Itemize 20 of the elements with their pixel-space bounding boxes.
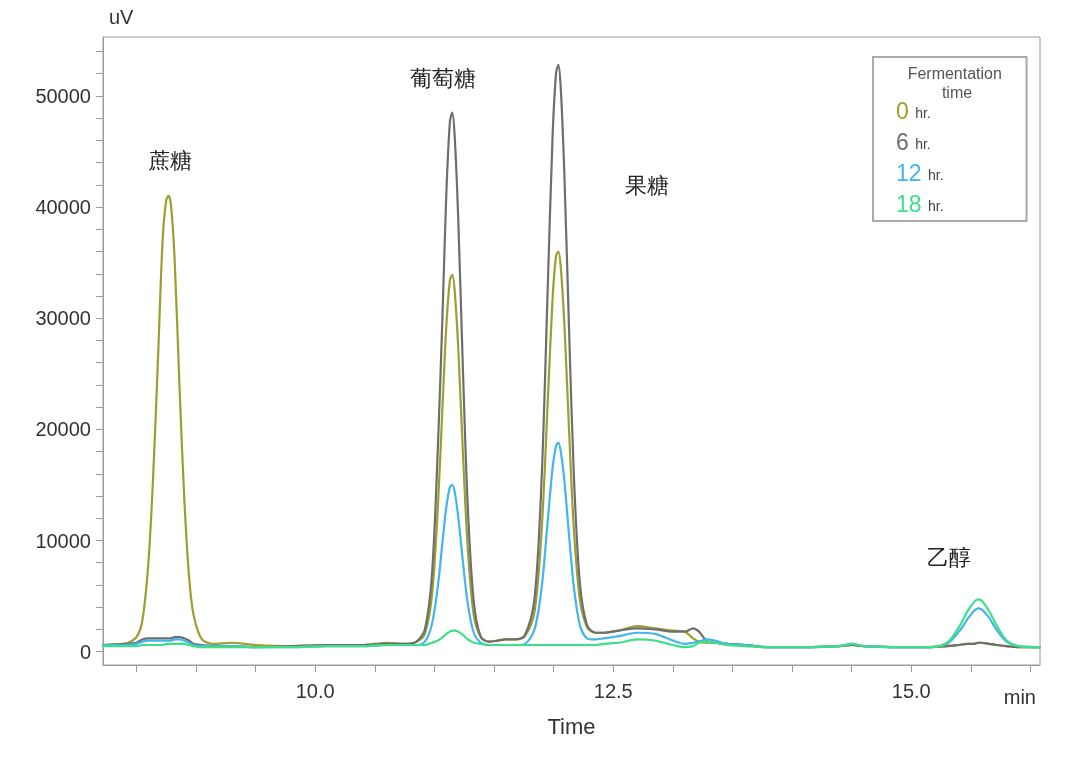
y-tick-label: 0 bbox=[79, 640, 91, 663]
text: 12 hr. bbox=[896, 159, 944, 186]
x-tick-label: 15.0 bbox=[891, 680, 931, 702]
text: 6 hr. bbox=[896, 128, 931, 155]
x-tick-label: 10.0 bbox=[295, 680, 335, 702]
y-tick-label: 20000 bbox=[35, 418, 91, 441]
annotation: 乙醇 bbox=[927, 544, 971, 570]
x-tick-label: 12.5 bbox=[593, 680, 633, 702]
y-tick-label: 40000 bbox=[35, 196, 91, 219]
y-tick-label: 10000 bbox=[35, 529, 91, 552]
y-tick-label: 50000 bbox=[35, 84, 91, 107]
annotation: 蔗糖 bbox=[148, 147, 192, 173]
text: 18 hr. bbox=[896, 190, 944, 217]
text: min bbox=[1003, 686, 1036, 708]
x-axis-title: Time bbox=[547, 713, 596, 739]
y-tick-label: 30000 bbox=[35, 307, 91, 330]
annotation: 果糖 bbox=[625, 172, 669, 198]
annotation: 葡萄糖 bbox=[410, 65, 476, 91]
line-series bbox=[101, 598, 1042, 649]
y-axis-title: uV bbox=[109, 6, 135, 28]
